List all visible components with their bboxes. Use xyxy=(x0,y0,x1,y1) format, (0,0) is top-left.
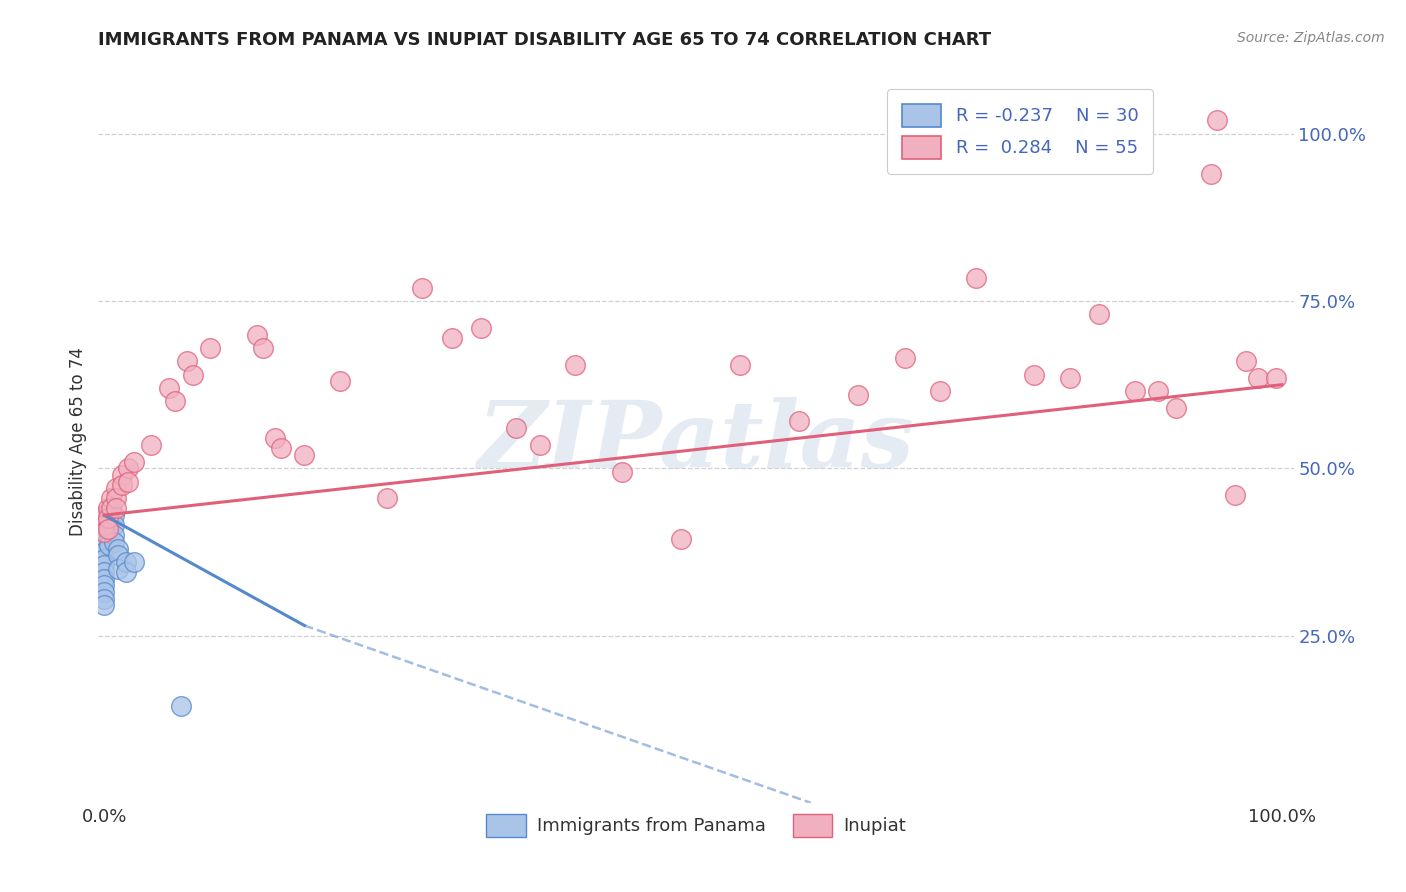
Point xyxy=(846,387,869,401)
Point xyxy=(114,565,136,579)
Point xyxy=(440,331,463,345)
Point xyxy=(93,518,115,533)
Point xyxy=(1164,401,1187,416)
Point xyxy=(117,461,139,475)
Point xyxy=(787,414,810,429)
Point xyxy=(294,448,316,462)
Point xyxy=(98,538,121,552)
Point xyxy=(93,545,115,559)
Point xyxy=(105,491,128,506)
Point xyxy=(93,572,115,586)
Point xyxy=(122,555,145,569)
Point xyxy=(1059,371,1081,385)
Point xyxy=(252,341,274,355)
Point xyxy=(103,528,125,542)
Point xyxy=(329,375,352,389)
Text: IMMIGRANTS FROM PANAMA VS INUPIAT DISABILITY AGE 65 TO 74 CORRELATION CHART: IMMIGRANTS FROM PANAMA VS INUPIAT DISABI… xyxy=(98,31,991,49)
Point xyxy=(246,327,269,342)
Point xyxy=(181,368,204,382)
Point xyxy=(1206,113,1229,128)
Point xyxy=(107,541,129,556)
Point xyxy=(411,281,433,295)
Point xyxy=(163,394,186,409)
Point xyxy=(93,511,115,525)
Point xyxy=(529,438,551,452)
Point xyxy=(965,270,987,285)
Point xyxy=(93,565,115,579)
Point xyxy=(98,515,121,529)
Point xyxy=(111,467,134,482)
Point xyxy=(1024,368,1046,382)
Point xyxy=(98,521,121,535)
Point xyxy=(93,524,115,539)
Point xyxy=(97,511,120,525)
Point xyxy=(107,562,129,576)
Point xyxy=(612,465,634,479)
Point xyxy=(103,508,125,523)
Point xyxy=(93,532,115,546)
Point xyxy=(93,585,115,599)
Point xyxy=(93,558,115,573)
Point xyxy=(93,508,115,523)
Point xyxy=(103,534,125,549)
Text: Source: ZipAtlas.com: Source: ZipAtlas.com xyxy=(1237,31,1385,45)
Point xyxy=(103,518,125,533)
Point xyxy=(1147,384,1170,399)
Y-axis label: Disability Age 65 to 74: Disability Age 65 to 74 xyxy=(69,347,87,536)
Point xyxy=(117,475,139,489)
Point xyxy=(1223,488,1246,502)
Point xyxy=(93,551,115,566)
Point xyxy=(97,521,120,535)
Point xyxy=(111,478,134,492)
Point xyxy=(170,698,193,713)
Point xyxy=(93,524,115,539)
Point xyxy=(93,508,115,523)
Point xyxy=(93,599,115,613)
Point xyxy=(671,532,693,546)
Point xyxy=(1199,167,1222,181)
Point xyxy=(1264,371,1286,385)
Point xyxy=(1236,354,1258,368)
Point xyxy=(105,482,128,496)
Point xyxy=(141,438,163,452)
Point xyxy=(1247,371,1270,385)
Point xyxy=(93,538,115,552)
Legend: Immigrants from Panama, Inupiat: Immigrants from Panama, Inupiat xyxy=(479,806,912,845)
Point xyxy=(114,555,136,569)
Point xyxy=(200,341,222,355)
Point xyxy=(107,548,129,563)
Text: ZIPatlas: ZIPatlas xyxy=(478,397,914,486)
Point xyxy=(93,518,115,533)
Point xyxy=(1123,384,1146,399)
Point xyxy=(93,578,115,592)
Point xyxy=(264,431,287,445)
Point xyxy=(929,384,952,399)
Point xyxy=(564,358,586,372)
Point xyxy=(93,591,115,606)
Point xyxy=(1088,307,1111,322)
Point xyxy=(100,501,122,516)
Point xyxy=(157,381,180,395)
Point xyxy=(100,491,122,506)
Point xyxy=(176,354,198,368)
Point xyxy=(122,455,145,469)
Point xyxy=(97,501,120,516)
Point xyxy=(98,528,121,542)
Point xyxy=(505,421,527,435)
Point xyxy=(375,491,398,506)
Point xyxy=(105,501,128,516)
Point xyxy=(894,351,917,365)
Point xyxy=(470,321,492,335)
Point xyxy=(728,358,751,372)
Point xyxy=(270,442,292,455)
